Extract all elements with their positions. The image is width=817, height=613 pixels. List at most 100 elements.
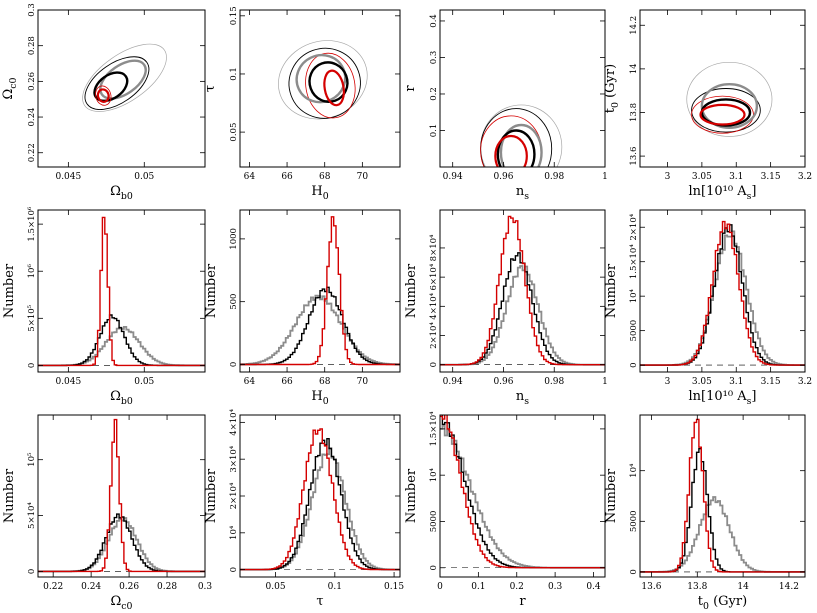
- histogram-red: [38, 216, 205, 367]
- y-tick-label: 0: [229, 567, 239, 572]
- y-tick-label: 0: [629, 362, 639, 367]
- x-axis-label: H0: [311, 389, 328, 407]
- contour-red-2: [305, 52, 356, 119]
- x-tick-label: 14.2: [779, 582, 799, 592]
- y-tick-label: 1.5×10⁴: [629, 244, 639, 279]
- plot-frame: [639, 209, 806, 373]
- x-tick-label: 64: [244, 172, 256, 182]
- y-tick-label: 14: [629, 63, 639, 74]
- x-tick-label: 0.15: [384, 582, 404, 592]
- plot-area: [640, 220, 805, 366]
- histogram-red: [640, 220, 805, 366]
- histogram-gray: [440, 265, 605, 366]
- contour-black-4: [496, 129, 536, 167]
- y-axis-label: r: [403, 85, 418, 92]
- plot-frame: [37, 209, 206, 373]
- plot-area: [440, 415, 605, 569]
- histogram-black: [640, 448, 805, 573]
- histogram-gray: [640, 230, 805, 366]
- y-tick-label: 0.22: [27, 143, 37, 162]
- histogram-gray: [440, 424, 605, 569]
- contour-red-5: [96, 88, 110, 103]
- y-tick-label: 0: [429, 565, 439, 570]
- contour-black-1: [84, 56, 150, 110]
- plot-frame: [639, 414, 806, 578]
- y-tick-label: 14.2: [629, 16, 639, 35]
- plot-area: [278, 40, 368, 120]
- x-tick-label: 1: [602, 172, 608, 182]
- histogram-gray: [38, 517, 205, 573]
- y-tick-label: 2×10⁴: [229, 482, 239, 509]
- histogram-red: [240, 428, 400, 571]
- y-tick-label: 0.28: [27, 36, 37, 55]
- histogram-black: [640, 224, 805, 366]
- y-tick-label: 5000: [629, 320, 639, 342]
- x-axis-label: ns: [516, 184, 529, 202]
- y-tick-label: 0.05: [229, 123, 239, 142]
- plot-area: [640, 418, 805, 573]
- x-tick-label: 0.94: [443, 172, 463, 182]
- y-tick-label: 5×10⁴: [27, 502, 37, 529]
- y-tick-label: 13.8: [629, 103, 639, 122]
- x-tick-label: 0.24: [81, 582, 101, 592]
- panel-h-t0: 13.6 13.8 14 14.2 0 5000 10⁴ t0 (Gyr) Number: [604, 414, 806, 612]
- plot-frame: [239, 209, 401, 373]
- y-tick-label: 4×10⁴: [229, 408, 239, 435]
- x-tick-label: 0.045: [55, 172, 81, 182]
- contour-gray-3: [499, 123, 543, 167]
- contour-lightgray-0: [686, 61, 773, 137]
- y-tick-label: 0: [27, 569, 37, 574]
- x-tick-label: 0.4: [586, 582, 601, 592]
- panel-c-ob-oc: 0.045 0.05 0.22 0.24 0.26 0.28 0.3 Ωb0 Ωc0: [1, 3, 206, 202]
- histogram-gray: [640, 496, 805, 573]
- x-axis-label: H0: [311, 184, 328, 202]
- y-tick-label: 0.1: [429, 124, 439, 138]
- y-axis-label: Number: [204, 263, 219, 318]
- x-tick-label: 66: [281, 377, 293, 387]
- x-axis-label: t0 (Gyr): [698, 594, 747, 612]
- plot-area: [686, 61, 773, 137]
- x-axis-label: ln[10¹⁰ As]: [689, 184, 757, 202]
- histogram-red: [38, 418, 205, 573]
- y-axis-label: t0 (Gyr): [603, 64, 621, 113]
- x-tick-label: 1: [602, 377, 608, 387]
- x-tick-label: 13.6: [641, 582, 661, 592]
- plot-frame: [639, 9, 806, 168]
- y-tick-label: 0.3: [27, 3, 37, 17]
- plot-frame: [439, 9, 606, 168]
- x-tick-label: 0.98: [544, 172, 564, 182]
- x-tick-label: 3.2: [798, 377, 812, 387]
- x-tick-label: 3.15: [761, 377, 781, 387]
- y-axis-label: Number: [404, 263, 419, 318]
- x-tick-label: 0.2: [510, 582, 524, 592]
- y-tick-label: 0.3: [429, 51, 439, 65]
- y-tick-label: 10⁴: [229, 525, 239, 540]
- contour-black-1: [691, 88, 761, 133]
- y-tick-label: 1.5×10⁴: [429, 411, 439, 446]
- contour-lightgray-0: [278, 40, 368, 120]
- x-tick-label: 3.2: [798, 172, 812, 182]
- panel-h-oc: 0.22 0.24 0.26 0.28 0.3 0 5×10⁴ 10⁵ Ωc0 Number: [2, 414, 212, 612]
- y-axis-label: Ωc0: [1, 77, 19, 99]
- x-tick-label: 0.26: [119, 582, 139, 592]
- panel-h-tau: 0.05 0.1 0.15 0 10⁴ 2×10⁴ 3×10⁴ 4×10⁴ τ Number: [204, 408, 404, 609]
- histogram-red: [240, 216, 400, 366]
- x-tick-label: 0.045: [55, 377, 81, 387]
- y-axis-label: Number: [604, 263, 619, 318]
- plot-area: [38, 216, 205, 367]
- panel-h-r: 0 0.1 0.2 0.3 0.4 0 5000 10⁴ 1.5×10⁴ r Number: [404, 411, 606, 609]
- x-tick-label: 3.1: [729, 377, 743, 387]
- panel-h-ob: 0.045 0.05 0 5×10⁵ 10⁶ 1.5×10⁶ Ωb0 Number: [2, 206, 206, 407]
- x-tick-label: 3.05: [692, 377, 712, 387]
- y-tick-label: 0.15: [229, 6, 239, 25]
- contour-lightgray-0: [82, 43, 167, 112]
- panel-c-as-t0: 3 3.05 3.1 3.15 3.2 13.6 13.8 14 14.2 ln[10¹⁰ As]…: [603, 9, 812, 202]
- y-tick-label: 10⁴: [429, 467, 439, 482]
- x-tick-label: 68: [319, 172, 331, 182]
- plot-area: [240, 216, 400, 366]
- y-tick-label: 5×10⁵: [27, 304, 37, 331]
- x-tick-label: 0: [437, 582, 443, 592]
- y-tick-label: 10⁵: [27, 452, 37, 467]
- histogram-black: [38, 314, 205, 367]
- x-tick-label: 0.96: [493, 377, 513, 387]
